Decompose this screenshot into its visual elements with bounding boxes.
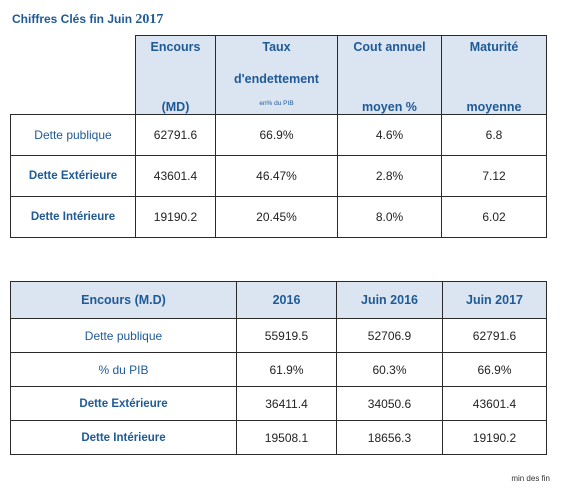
table-row: Dette Extérieure 36411.4 34050.6 43601.4 [10,386,547,421]
taux-header-top: Taux [262,40,291,54]
col-header-juin-2016: Juin 2016 [336,281,443,319]
col-header-encours-md: Encours (M.D) [10,281,237,319]
row-label: Dette Intérieure [10,196,136,238]
encours-header-top: Encours [150,40,201,54]
row-label: Dette Intérieure [10,420,237,455]
table-row: Dette Intérieure 19508.1 18656.3 19190.2 [10,420,547,455]
row-label: Dette publique [10,114,136,156]
col-header-taux: Taux d'endettement en% du PIB [215,35,338,115]
row-label: Dette Extérieure [10,155,136,197]
row-label: Dette Extérieure [10,386,237,421]
cell-cout: 2.8% [337,155,442,197]
taux-header-small: en% du PIB [259,100,294,107]
cell-value: 36411.4 [236,386,337,421]
table-row: Dette publique 55919.5 52706.9 62791.6 [10,318,547,353]
key-figures-table: Encours (MD) Taux d'endettement en% du P… [10,35,547,238]
encours-evolution-table: Encours (M.D) 2016 Juin 2016 Juin 2017 D… [10,281,547,455]
row-label: Dette publique [10,318,237,353]
table-row: Dette Extérieure 43601.4 46.47% 2.8% 7.1… [10,155,547,197]
title-year: 2017 [135,12,164,27]
cell-value: 43601.4 [442,386,547,421]
cell-value: 19190.2 [442,420,547,455]
key-figures-header-row: Encours (MD) Taux d'endettement en% du P… [10,35,547,115]
col-header-2016: 2016 [236,281,337,319]
cell-value: 60.3% [336,352,443,387]
cout-header-bottom: moyen % [362,100,417,114]
maturite-header-bottom: moyenne [466,100,522,114]
cell-taux: 46.47% [215,155,338,197]
encours-header-bottom: (MD) [161,100,190,114]
encours-header-row: Encours (M.D) 2016 Juin 2016 Juin 2017 [10,281,547,319]
footer-source: min des fin [511,474,550,483]
cell-maturite: 6.8 [441,114,547,156]
table-row: Dette Intérieure 19190.2 20.45% 8.0% 6.0… [10,196,547,238]
cell-encours: 62791.6 [135,114,216,156]
cell-value: 61.9% [236,352,337,387]
row-label: % du PIB [10,352,237,387]
cell-taux: 20.45% [215,196,338,238]
col-header-encours: Encours (MD) [135,35,216,115]
table-row: Dette publique 62791.6 66.9% 4.6% 6.8 [10,114,547,156]
maturite-header-top: Maturité [469,40,519,54]
col-header-cout: Cout annuel moyen % [337,35,442,115]
cell-encours: 43601.4 [135,155,216,197]
cout-header-top: Cout annuel [353,40,426,54]
table-row: % du PIB 61.9% 60.3% 66.9% [10,352,547,387]
cell-value: 18656.3 [336,420,443,455]
cell-taux: 66.9% [215,114,338,156]
cell-value: 55919.5 [236,318,337,353]
cell-maturite: 7.12 [441,155,547,197]
cell-encours: 19190.2 [135,196,216,238]
corner-cell [10,35,136,115]
cell-cout: 4.6% [337,114,442,156]
cell-value: 66.9% [442,352,547,387]
col-header-juin-2017: Juin 2017 [442,281,547,319]
title-text: Chiffres Clés fin Juin [12,12,133,26]
cell-cout: 8.0% [337,196,442,238]
cell-value: 62791.6 [442,318,547,353]
col-header-maturite: Maturité moyenne [441,35,547,115]
cell-value: 19508.1 [236,420,337,455]
taux-header-mid: d'endettement [234,72,319,86]
cell-maturite: 6.02 [441,196,547,238]
cell-value: 52706.9 [336,318,443,353]
page-title: Chiffres Clés fin Juin 2017 [12,12,163,28]
cell-value: 34050.6 [336,386,443,421]
